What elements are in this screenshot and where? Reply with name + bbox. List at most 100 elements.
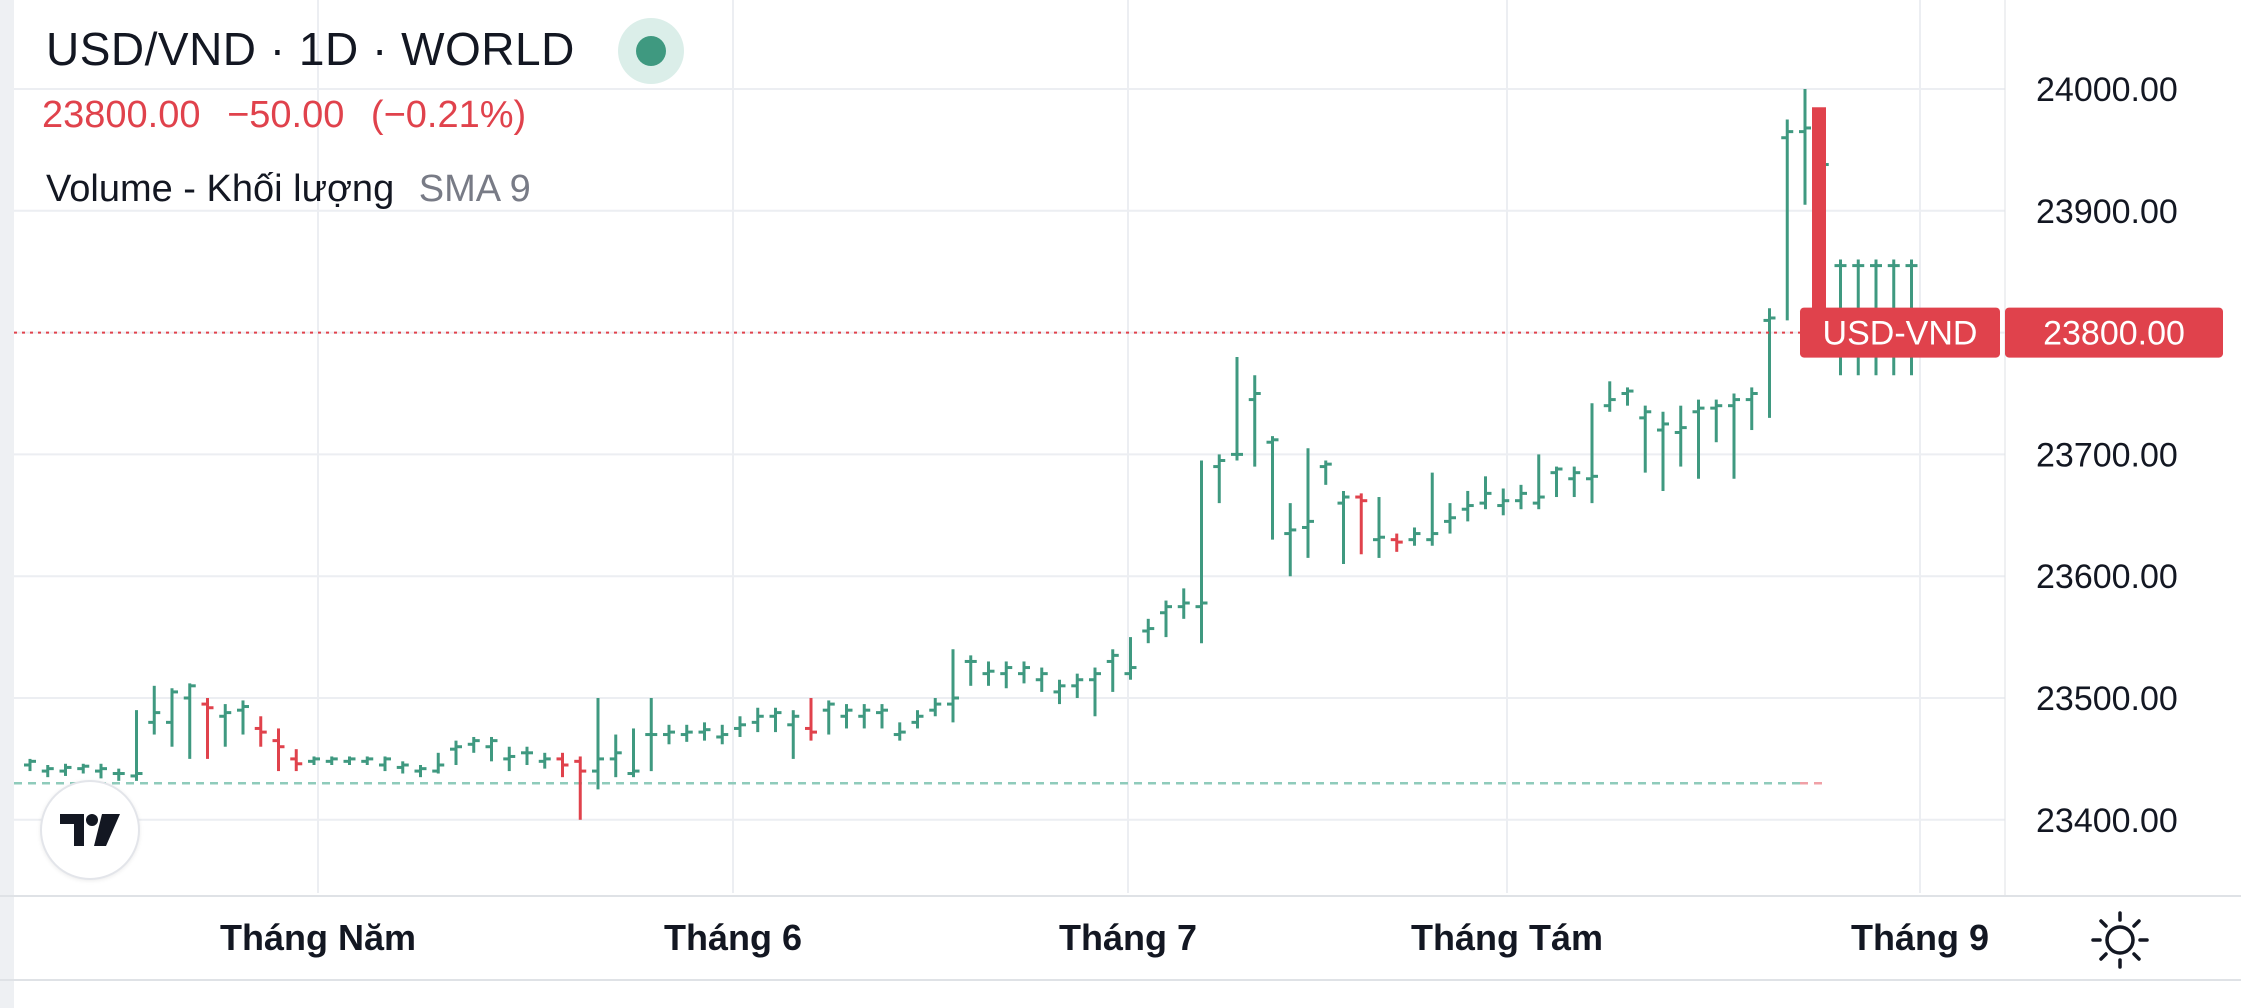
ohlc-bar <box>929 698 942 717</box>
ohlc-bar <box>59 763 72 776</box>
ohlc-bar <box>911 710 924 729</box>
ohlc-bar <box>130 710 143 781</box>
indicator-legend[interactable]: Volume - Khối lượng SMA 9 <box>46 168 531 211</box>
ohlc-bar <box>77 763 90 774</box>
ohlc-bar <box>1337 490 1350 565</box>
price-summary: 23800.00 −50.00 (−0.21%) <box>42 94 542 137</box>
x-tick-label: Tháng Tám <box>1411 917 1603 958</box>
ohlc-bar <box>1302 448 1314 558</box>
ohlc-bar <box>698 722 711 741</box>
ohlc-bar <box>414 764 427 778</box>
ohlc-bar <box>1532 454 1545 510</box>
ohlc-bar <box>1035 667 1048 692</box>
ohlc-bar <box>609 734 622 778</box>
ohlc-bar <box>787 710 800 759</box>
y-tick-label: 23700.00 <box>2036 436 2178 474</box>
ohlc-bar <box>308 756 320 765</box>
ohlc-bar <box>41 764 54 778</box>
ohlc-bar <box>467 736 480 753</box>
ohlc-bar <box>24 758 36 772</box>
ohlc-bar <box>1781 119 1794 321</box>
settings-sun-icon[interactable] <box>2090 910 2150 970</box>
market-status-indicator[interactable] <box>618 18 684 84</box>
ohlc-bar <box>1266 436 1279 540</box>
symbol-title[interactable]: USD/VND · 1D · WORLD <box>46 23 575 75</box>
ohlc-bar <box>1728 393 1740 479</box>
ohlc-bar <box>290 749 303 772</box>
chart-left-edge <box>0 0 14 1008</box>
ohlc-bar <box>947 649 959 723</box>
ohlc-bar <box>1657 411 1669 491</box>
ohlc-bar <box>1568 466 1581 498</box>
ohlc-bar <box>325 756 338 765</box>
ohlc-bar <box>538 752 551 769</box>
price-tag-label: 23800.00 <box>2043 315 2185 353</box>
ohlc-bar <box>876 704 888 729</box>
price-tags: USD-VND 23800.00 <box>1800 307 2223 358</box>
ohlc-bar <box>1674 405 1687 467</box>
price-change-percent: (−0.21%) <box>370 94 527 136</box>
ohlc-bar <box>1550 466 1563 498</box>
ohlc-bar <box>663 724 675 745</box>
ohlc-bar <box>148 685 161 735</box>
ohlc-bar <box>272 728 285 772</box>
ohlc-bar <box>1284 503 1297 577</box>
ohlc-bar <box>716 724 729 745</box>
ohlc-bar <box>1621 387 1634 406</box>
last-bar <box>1812 107 1826 333</box>
ohlc-bar <box>1000 661 1013 689</box>
ohlc-bar <box>237 700 249 735</box>
y-tick-label: 23500.00 <box>2036 680 2178 718</box>
tv-logo-glyph <box>60 814 120 846</box>
sun-glyph <box>2091 911 2149 969</box>
indicator-name[interactable]: Volume - Khối lượng <box>46 168 395 210</box>
ohlc-bar <box>379 756 391 772</box>
ohlc-bar <box>396 761 409 774</box>
ohlc-bar <box>751 707 764 733</box>
ohlc-bar <box>840 704 853 729</box>
ohlc-bar <box>1692 399 1705 479</box>
ohlc-bar <box>1603 381 1616 412</box>
ohlc-bar <box>1231 356 1243 461</box>
x-tick-label: Tháng 6 <box>664 917 802 958</box>
ohlc-bar <box>1497 488 1510 516</box>
ohlc-bar <box>450 740 462 765</box>
x-tick-label: Tháng 9 <box>1851 917 1989 958</box>
ohlc-bar <box>982 661 995 686</box>
ohlc-bar <box>1515 484 1527 510</box>
ohlc-bar <box>254 716 267 747</box>
ohlc-bar <box>556 752 569 778</box>
ohlc-bar <box>1390 533 1403 552</box>
ohlc-bar <box>1319 460 1332 485</box>
ohlc-bar <box>112 768 125 781</box>
ohlc-bar <box>805 698 817 741</box>
tradingview-logo-icon[interactable] <box>40 780 140 880</box>
ohlc-bar <box>1444 503 1456 534</box>
market-open-dot-icon <box>636 36 666 66</box>
ohlc-bar <box>964 655 977 686</box>
y-tick-label: 24000.00 <box>2036 71 2178 109</box>
ohlc-bar <box>183 683 196 759</box>
ohlc-bar <box>1124 637 1137 680</box>
indicator-param[interactable]: SMA 9 <box>418 168 531 210</box>
last-price: 23800.00 <box>42 94 201 136</box>
ohlc-bar <box>734 716 746 737</box>
ohlc-bar <box>485 736 498 762</box>
ohlc-bar <box>1053 679 1066 705</box>
ohlc-bar <box>1213 454 1226 504</box>
x-axis: Tháng Năm Tháng 6 Tháng 7 Tháng Tám Tháng 9 <box>220 0 1989 958</box>
ohlc-bar <box>1355 493 1368 555</box>
x-tick-label: Tháng 7 <box>1059 917 1197 958</box>
x-tick-label: Tháng Năm <box>220 917 416 958</box>
ohlc-bar <box>893 722 906 741</box>
ohlc-bar <box>1195 460 1208 644</box>
ohlc-bar <box>592 698 604 790</box>
ohlc-bar <box>769 707 782 733</box>
ohlc-bar <box>1018 661 1030 684</box>
ohlc-bar <box>1071 673 1084 698</box>
ohlc-bar <box>219 704 232 747</box>
ohlc-bar <box>1799 89 1811 205</box>
ohlc-bar <box>822 700 835 735</box>
